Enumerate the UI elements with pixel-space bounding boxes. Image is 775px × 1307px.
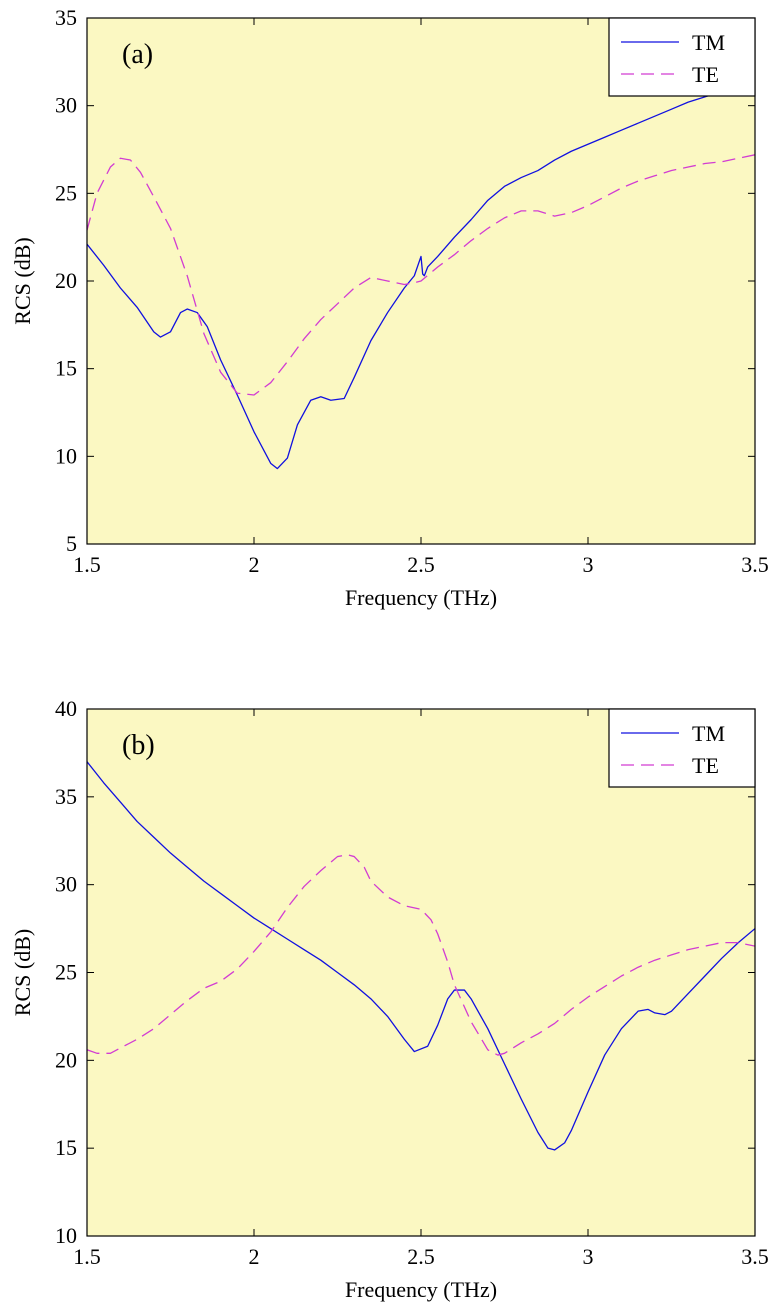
x-axis-label: Frequency (THz): [345, 1277, 497, 1302]
y-tick-label: 15: [55, 356, 77, 381]
series-line-te: [87, 854, 755, 1056]
y-axis-label: RCS (dB): [10, 237, 35, 324]
series-line-tm: [87, 83, 755, 470]
y-tick-label: 15: [55, 1135, 77, 1160]
legend-label-tm: TM: [692, 721, 725, 746]
x-tick-label: 3: [583, 552, 594, 577]
x-tick-label: 3: [583, 1244, 594, 1269]
y-tick-label: 25: [55, 180, 77, 205]
legend-box: [608, 17, 756, 97]
x-tick-label: 2: [249, 552, 260, 577]
legend-label-te: TE: [692, 62, 719, 87]
y-tick-label: 20: [55, 268, 77, 293]
x-tick-label: 2: [249, 1244, 260, 1269]
y-axis-label: RCS (dB): [10, 929, 35, 1016]
y-tick-label: 25: [55, 960, 77, 985]
y-tick-label: 5: [66, 531, 77, 556]
y-tick-label: 30: [55, 872, 77, 897]
x-tick-label: 3.5: [741, 1244, 769, 1269]
x-axis-label: Frequency (THz): [345, 585, 497, 610]
x-tick-label: 1.5: [73, 1244, 101, 1269]
series-line-tm: [87, 761, 755, 1151]
panel-label: (a): [122, 39, 153, 70]
y-tick-label: 20: [55, 1047, 77, 1072]
legend-label-tm: TM: [692, 30, 725, 55]
y-tick-label: 30: [55, 93, 77, 118]
x-tick-label: 2.5: [407, 552, 435, 577]
plot-area: [87, 709, 755, 1236]
chart-panel-a: 1.5 2 2.5 3 3.5 5 10 15 20 25 30 35 Frequency (THz) R…: [10, 5, 769, 610]
x-tick-label: 1.5: [73, 552, 101, 577]
legend-label-te: TE: [692, 753, 719, 778]
x-tick-label: 2.5: [407, 1244, 435, 1269]
y-tick-label: 10: [55, 443, 77, 468]
legend: TM TE: [608, 708, 756, 788]
y-tick-label: 40: [55, 696, 77, 721]
x-tick-label: 3.5: [741, 552, 769, 577]
y-tick-label: 35: [55, 784, 77, 809]
chart-panel-b: 1.5 2 2.5 3 3.5 10 15 20 25 30 35 40 Frequency (THz)…: [10, 696, 769, 1302]
y-tick-label: 10: [55, 1223, 77, 1248]
legend-box: [608, 708, 756, 788]
y-tick-label: 35: [55, 5, 77, 30]
panel-label: (b): [122, 730, 155, 761]
legend: TM TE: [608, 17, 756, 97]
series-line-te: [87, 154, 755, 396]
